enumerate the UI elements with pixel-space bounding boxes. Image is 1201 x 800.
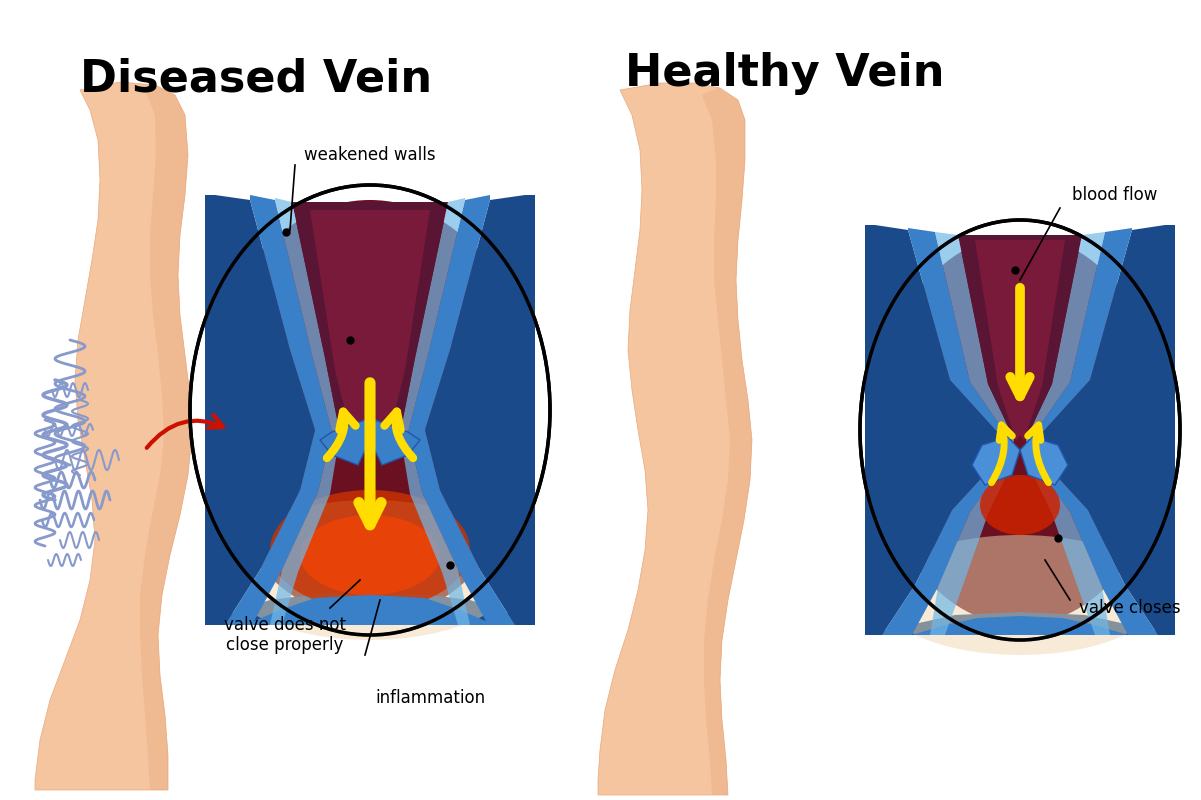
Ellipse shape <box>860 220 1181 640</box>
Polygon shape <box>245 595 495 625</box>
Polygon shape <box>703 88 752 795</box>
Ellipse shape <box>220 500 520 640</box>
Polygon shape <box>205 195 315 625</box>
Polygon shape <box>882 228 1008 635</box>
Text: weakened walls: weakened walls <box>304 146 436 164</box>
Ellipse shape <box>876 235 1165 625</box>
Polygon shape <box>408 195 515 625</box>
Polygon shape <box>370 420 420 465</box>
Polygon shape <box>292 202 448 434</box>
Text: blood flow: blood flow <box>1072 186 1158 204</box>
Text: valve closes: valve closes <box>1080 599 1181 617</box>
Polygon shape <box>319 420 370 465</box>
Polygon shape <box>1032 228 1158 635</box>
Ellipse shape <box>205 200 534 620</box>
Text: Diseased Vein: Diseased Vein <box>80 58 432 101</box>
Polygon shape <box>598 83 752 795</box>
Polygon shape <box>930 232 1014 635</box>
Text: Healthy Vein: Healthy Vein <box>625 52 944 95</box>
Ellipse shape <box>300 515 440 595</box>
Polygon shape <box>400 198 470 625</box>
Polygon shape <box>912 616 1128 635</box>
Ellipse shape <box>270 490 470 610</box>
Polygon shape <box>865 225 1000 635</box>
Polygon shape <box>141 85 192 790</box>
Polygon shape <box>975 240 1065 441</box>
Polygon shape <box>1020 437 1068 485</box>
Polygon shape <box>972 437 1020 485</box>
Ellipse shape <box>880 535 1160 655</box>
Polygon shape <box>958 235 1082 439</box>
Polygon shape <box>865 612 1175 635</box>
Ellipse shape <box>980 475 1060 535</box>
Polygon shape <box>425 195 534 625</box>
Polygon shape <box>1026 232 1110 635</box>
Polygon shape <box>270 198 340 625</box>
Polygon shape <box>310 210 430 430</box>
Polygon shape <box>1040 225 1175 635</box>
Text: inflammation: inflammation <box>375 689 485 707</box>
Ellipse shape <box>190 185 550 635</box>
Polygon shape <box>205 592 534 625</box>
Polygon shape <box>35 82 192 790</box>
Polygon shape <box>225 195 331 625</box>
Text: valve does not
close properly: valve does not close properly <box>225 616 346 654</box>
